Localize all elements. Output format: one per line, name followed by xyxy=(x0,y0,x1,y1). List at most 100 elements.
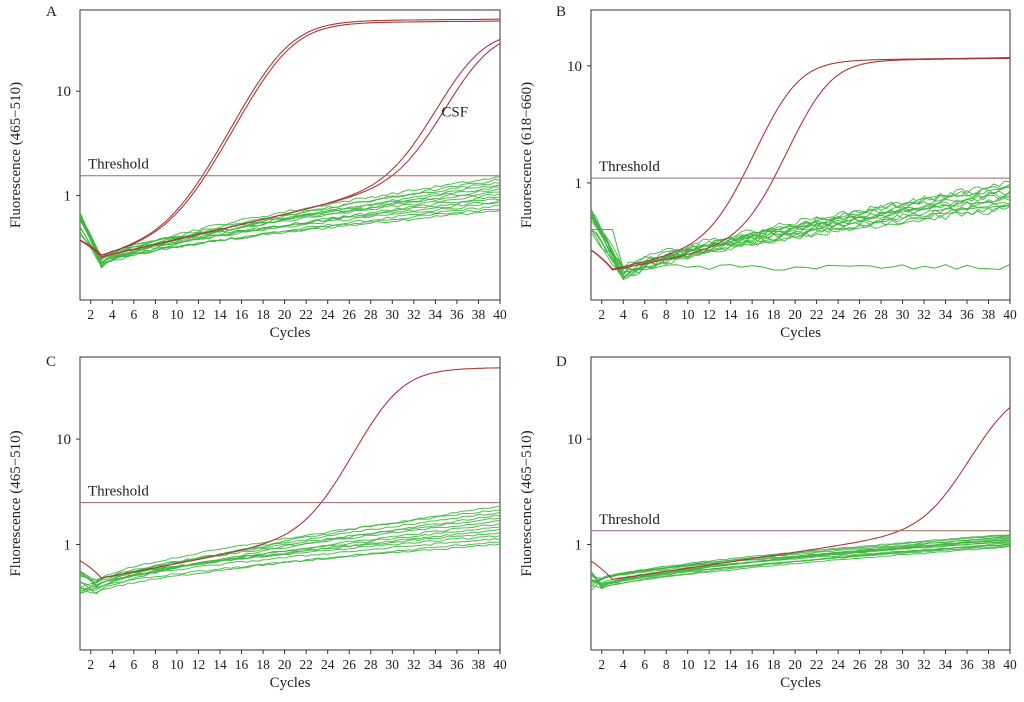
x-tick-label: 10 xyxy=(170,307,184,322)
x-tick-label: 34 xyxy=(429,307,443,322)
x-tick-label: 22 xyxy=(810,657,824,672)
x-tick-label: 2 xyxy=(598,657,605,672)
y-axis-label: Fluorescence (465−510) xyxy=(8,82,24,228)
curves xyxy=(591,406,1010,592)
panel-letter: D xyxy=(556,354,567,370)
x-tick-label: 32 xyxy=(407,657,421,672)
x-tick-label: 6 xyxy=(641,657,648,672)
x-tick-label: 38 xyxy=(472,657,486,672)
x-tick-label: 36 xyxy=(450,657,464,672)
negative-sample-curve xyxy=(80,184,500,270)
negative-sample-curve xyxy=(80,514,500,595)
annotation-label: CSF xyxy=(441,104,468,120)
x-tick-label: 26 xyxy=(342,307,356,322)
threshold-label: Threshold xyxy=(88,157,149,173)
x-tick-label: 40 xyxy=(493,657,507,672)
x-tick-label: 2 xyxy=(87,307,94,322)
y-tick-label: 1 xyxy=(64,538,72,554)
negative-sample-curve xyxy=(591,183,1010,278)
negative-sample-curve xyxy=(80,505,500,591)
x-tick-label: 38 xyxy=(472,307,486,322)
x-tick-label: 6 xyxy=(130,657,137,672)
x-tick-label: 16 xyxy=(745,307,759,322)
x-tick-label: 26 xyxy=(342,657,356,672)
x-tick-label: 34 xyxy=(429,657,443,672)
x-tick-label: 6 xyxy=(130,307,137,322)
negative-sample-curve xyxy=(80,178,500,269)
negative-sample-curve xyxy=(591,229,1010,271)
y-tick-label: 1 xyxy=(64,189,72,205)
negative-sample-curve xyxy=(80,176,500,260)
x-tick-label: 4 xyxy=(620,307,627,322)
threshold-label: Threshold xyxy=(599,159,660,175)
x-tick-label: 34 xyxy=(939,657,953,672)
x-axis-label: Cycles xyxy=(780,675,821,691)
negative-sample-curve xyxy=(80,196,500,267)
x-tick-label: 14 xyxy=(213,307,227,322)
x-tick-label: 28 xyxy=(364,657,378,672)
x-tick-label: 16 xyxy=(235,657,249,672)
x-tick-label: 36 xyxy=(960,657,974,672)
threshold-label: Threshold xyxy=(88,484,149,500)
negative-sample-curve xyxy=(80,541,500,594)
negative-sample-curve xyxy=(80,543,500,588)
y-tick-label: 10 xyxy=(56,84,71,100)
x-tick-label: 4 xyxy=(109,307,116,322)
x-tick-label: 22 xyxy=(810,307,824,322)
positive-sample-curve xyxy=(80,38,500,258)
panel-b: B2 4 6 8 10 12 14 16 18 20 22 24 26 28 30 32 34 36 38 40110… xyxy=(519,4,1017,341)
x-tick-label: 36 xyxy=(960,307,974,322)
x-tick-label: 10 xyxy=(170,657,184,672)
plot-frame xyxy=(79,9,501,301)
x-tick-label: 18 xyxy=(256,307,270,322)
x-tick-label: 28 xyxy=(874,657,888,672)
negative-sample-curve xyxy=(80,509,500,581)
negative-sample-curve xyxy=(591,535,1010,589)
x-tick-label: 8 xyxy=(663,307,670,322)
x-tick-label: 18 xyxy=(256,657,270,672)
x-tick-label: 16 xyxy=(745,657,759,672)
y-tick-label: 1 xyxy=(575,538,583,554)
x-tick-label: 8 xyxy=(152,307,159,322)
x-tick-label: 12 xyxy=(702,307,716,322)
x-tick-label: 40 xyxy=(493,307,507,322)
x-tick-label: 20 xyxy=(278,657,292,672)
negative-sample-curve xyxy=(591,535,1010,587)
x-tick-label: 8 xyxy=(152,657,159,672)
y-tick-label: 10 xyxy=(56,432,71,448)
positive-sample-curve xyxy=(80,20,500,256)
negative-sample-curve xyxy=(591,542,1010,590)
x-tick-label: 24 xyxy=(321,307,335,322)
x-tick-label: 30 xyxy=(896,307,910,322)
x-tick-label: 12 xyxy=(702,657,716,672)
x-tick-label: 32 xyxy=(917,307,931,322)
negative-sample-curve xyxy=(591,180,1010,279)
x-tick-label: 30 xyxy=(386,657,400,672)
x-tick-label: 12 xyxy=(192,307,206,322)
x-tick-label: 24 xyxy=(831,657,845,672)
x-tick-label: 12 xyxy=(192,657,206,672)
x-tick-label: 8 xyxy=(663,657,670,672)
negative-sample-curve xyxy=(80,185,500,264)
plot-frame xyxy=(590,356,1011,651)
x-tick-label: 4 xyxy=(109,657,116,672)
panel-letter: B xyxy=(556,4,566,20)
x-tick-label: 10 xyxy=(681,657,695,672)
x-tick-label: 16 xyxy=(235,307,249,322)
positive-sample-curve xyxy=(591,57,1010,271)
x-tick-label: 18 xyxy=(767,307,781,322)
x-tick-label: 20 xyxy=(278,307,292,322)
x-tick-label: 38 xyxy=(982,657,996,672)
panel-c: C2 4 6 8 10 12 14 16 18 20 22 24 26 28 30 32 34 36 38 40110… xyxy=(8,354,507,691)
x-tick-label: 30 xyxy=(386,307,400,322)
y-tick-label: 10 xyxy=(567,59,582,75)
x-tick-label: 32 xyxy=(917,657,931,672)
x-axis-label: Cycles xyxy=(780,325,821,341)
y-axis-label: Fluorescence (465−510) xyxy=(519,430,535,576)
x-tick-label: 2 xyxy=(87,657,94,672)
negative-sample-curve xyxy=(80,182,500,261)
panel-letter: A xyxy=(46,4,57,20)
y-axis-label: Fluorescence (465−510) xyxy=(8,430,24,576)
x-tick-label: 40 xyxy=(1003,657,1017,672)
